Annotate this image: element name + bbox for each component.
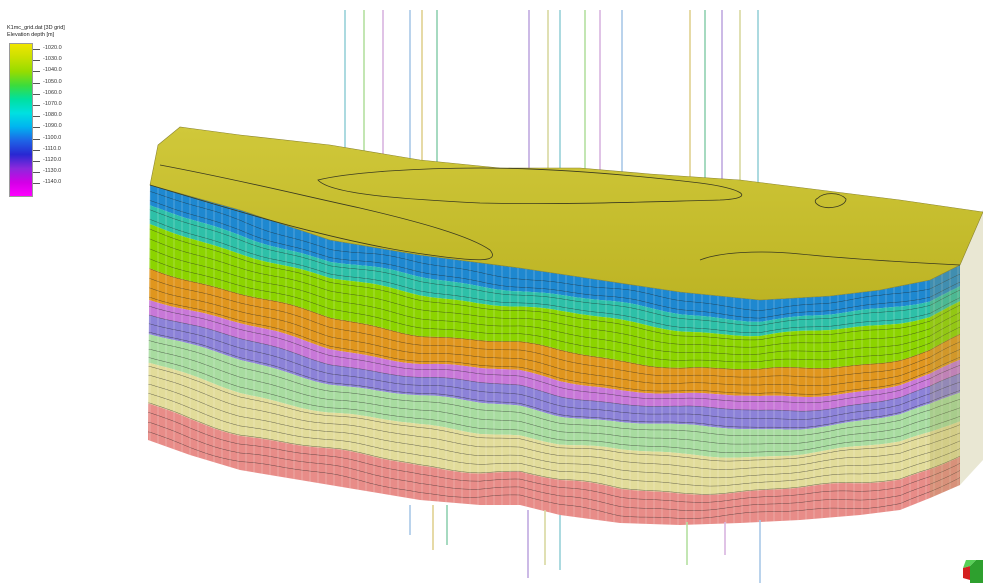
- layer-boundary-line: [148, 348, 960, 445]
- layer-boundary-line: [148, 191, 960, 311]
- legend-color-bar: [9, 43, 33, 197]
- layer-boundary-line: [148, 286, 960, 386]
- layer-boundary-line: [148, 267, 960, 370]
- legend-tick-mark: [33, 82, 40, 84]
- legend-tick-mark: [33, 116, 40, 118]
- layer-orange: [148, 267, 960, 397]
- layer-green: [148, 223, 960, 370]
- surface-contour-lines: [149, 164, 961, 266]
- layer-salmon: [148, 403, 960, 525]
- layer-boundary-line: [148, 227, 960, 341]
- layer-boundary-line: [148, 365, 960, 462]
- legend-tick-mark: [33, 127, 40, 129]
- layer-cream: [148, 362, 960, 495]
- layer-boundary-line: [148, 431, 960, 519]
- legend-tick-label: -1050.0: [43, 78, 62, 85]
- legend-tick-label: -1030.0: [43, 56, 62, 63]
- legend-tick-mark: [33, 161, 40, 162]
- legend-tick-label: -1090.0: [43, 123, 62, 130]
- layer-lavender: [148, 314, 960, 430]
- model-side-layers: [148, 185, 960, 525]
- legend-tick-mark: [33, 60, 40, 62]
- layer-boundary-line: [148, 402, 960, 495]
- layer-violet: [148, 299, 960, 412]
- layer-boundary-line: [148, 331, 960, 428]
- color-legend: K1mc_grid.dat [3D grid] Elevation depth …: [7, 25, 127, 197]
- layer-boundary-line: [148, 200, 960, 319]
- legend-tick-label: -1130.0: [43, 168, 62, 175]
- legend-tick-label: -1070.0: [43, 101, 62, 107]
- legend-tick-label: -1120.0: [43, 157, 62, 163]
- legend-tick-label: -1110.0: [43, 145, 61, 152]
- layer-blue: [148, 185, 960, 322]
- legend-tick-label: -1140.0: [43, 179, 62, 186]
- layer-boundary-line: [148, 314, 960, 412]
- legend-tick-label: -1080.0: [43, 112, 62, 119]
- layer-boundary-line: [148, 383, 960, 479]
- layer-boundary-line: [148, 305, 960, 404]
- legend-tick-mark: [33, 105, 40, 106]
- legend-tick-mark: [33, 49, 40, 50]
- layer-boundary-line: [148, 421, 960, 511]
- layer-boundary-line: [148, 276, 960, 378]
- layer-boundary-line: [148, 357, 960, 453]
- model-grid-lines: [148, 185, 960, 525]
- layer-boundary-line: [148, 296, 960, 395]
- legend-tick-mark: [33, 149, 40, 151]
- legend-tick-label: -1020.0: [43, 45, 62, 51]
- model-right-face: [930, 210, 983, 498]
- legend-tick-mark: [33, 183, 40, 185]
- layer-boundary-line: [148, 374, 960, 470]
- layer-boundary-line: [148, 209, 960, 326]
- layer-boundary-line: [148, 323, 960, 420]
- layer-boundary-line: [148, 257, 960, 363]
- legend-tick-mark: [33, 71, 40, 73]
- wells-below: [409, 505, 761, 583]
- legend-tick-label: -1100.0: [43, 134, 62, 141]
- legend-body: -1020.0 -1030.0 -1040.0 -1050.0 -1060.0 -1070…: [7, 43, 127, 197]
- legend-tick-label: -1060.0: [43, 89, 62, 96]
- legend-tick-mark: [33, 138, 40, 140]
- layer-boundary-line: [148, 237, 960, 348]
- layer-light-green: [148, 334, 960, 458]
- axis-orientation-icon[interactable]: [963, 560, 983, 583]
- legend-subtitle: Elevation depth [m]: [7, 31, 55, 38]
- legend-tick-mark: [33, 93, 40, 95]
- legend-title: K1mc_grid.dat [3D grid]: [7, 25, 65, 31]
- layer-boundary-line: [148, 392, 960, 487]
- legend-tick-mark: [33, 172, 40, 174]
- layer-teal: [148, 205, 960, 337]
- layer-boundary-line: [148, 411, 960, 503]
- layer-boundary-line: [148, 340, 960, 436]
- legend-tick-label: -1040.0: [43, 67, 62, 74]
- layer-boundary-line: [148, 247, 960, 355]
- layer-boundary-line: [148, 218, 960, 333]
